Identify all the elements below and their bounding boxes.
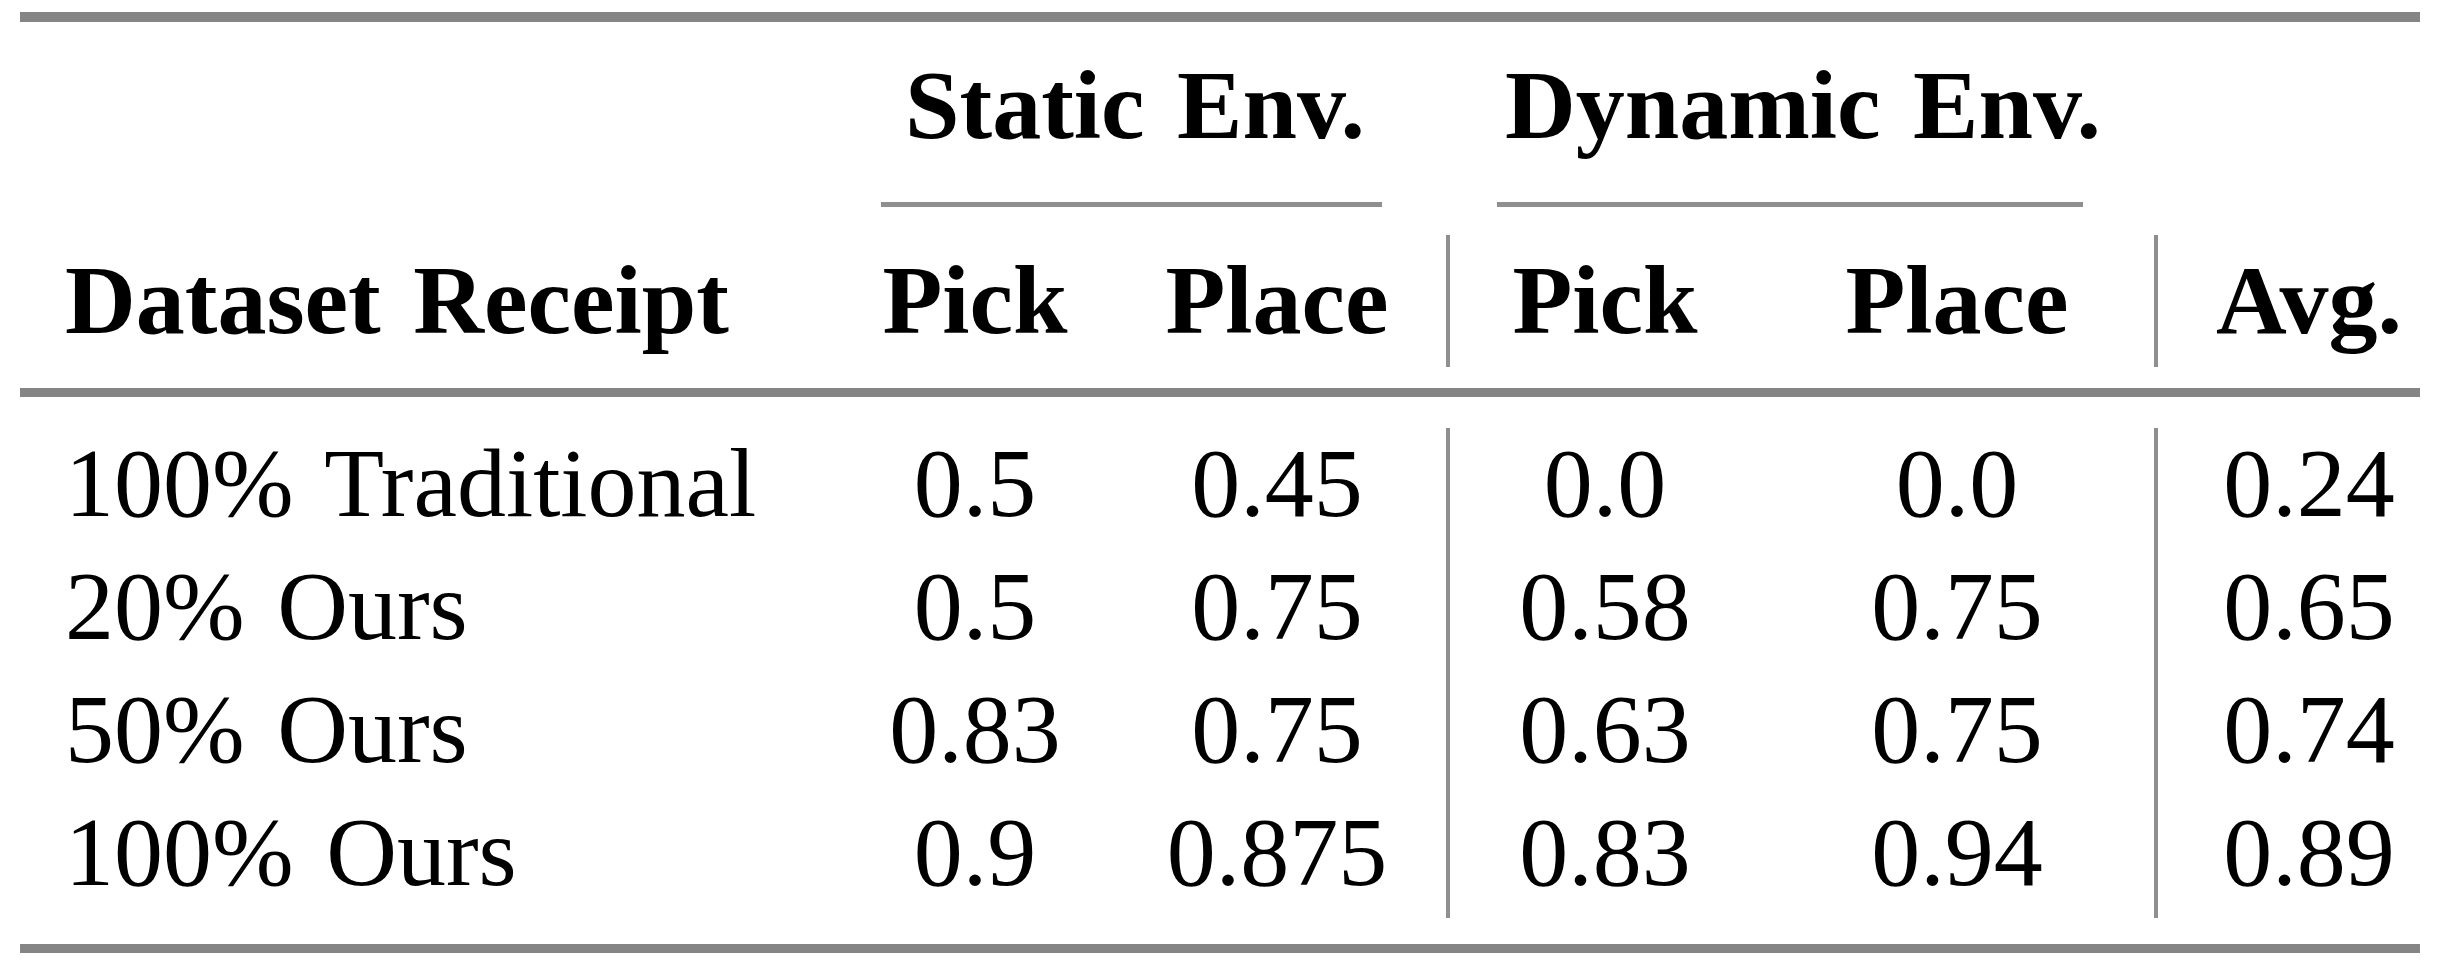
table-cell: 0.0 [1760,422,2154,544]
table-cell: 0.74 [2158,668,2420,790]
row-label: 50% Ours [20,668,860,790]
row-label: 20% Ours [20,545,860,667]
column-header-static-place: Place [1110,225,1444,375]
table-cell: 0.0 [1450,422,1760,544]
row-label: 100% Ours [20,791,860,913]
table-cell: 0.75 [1760,545,2154,667]
table-cell: 0.83 [855,668,1095,790]
cmidrule-dynamic-env [1497,202,2083,207]
results-table: Static Env. Dynamic Env. Dataset Receipt… [0,0,2440,966]
column-header-static-pick: Pick [855,225,1095,375]
table-cell: 0.5 [855,422,1095,544]
column-header-dataset-receipt: Dataset Receipt [20,225,860,375]
bottom-rule [20,944,2420,953]
table-cell: 0.75 [1110,545,1444,667]
table-cell: 0.875 [1110,791,1444,913]
table-cell: 0.45 [1110,422,1444,544]
group-header-dynamic-env: Dynamic Env. [1450,30,2156,180]
table-cell: 0.75 [1760,668,2154,790]
table-cell: 0.94 [1760,791,2154,913]
column-header-avg: Avg. [2158,225,2420,375]
table-cell: 0.89 [2158,791,2420,913]
column-header-dynamic-pick: Pick [1450,225,1760,375]
table-cell: 0.63 [1450,668,1760,790]
table-cell: 0.24 [2158,422,2420,544]
column-header-dynamic-place: Place [1760,225,2154,375]
header-separator-rule [20,388,2420,397]
table-cell: 0.65 [2158,545,2420,667]
row-label: 100% Traditional [20,422,860,544]
cmidrule-static-env [881,202,1382,207]
table-cell: 0.5 [855,545,1095,667]
table-cell: 0.58 [1450,545,1760,667]
top-rule [20,12,2420,22]
table-cell: 0.9 [855,791,1095,913]
group-header-static-env: Static Env. [855,30,1415,180]
table-cell: 0.83 [1450,791,1760,913]
table-cell: 0.75 [1110,668,1444,790]
